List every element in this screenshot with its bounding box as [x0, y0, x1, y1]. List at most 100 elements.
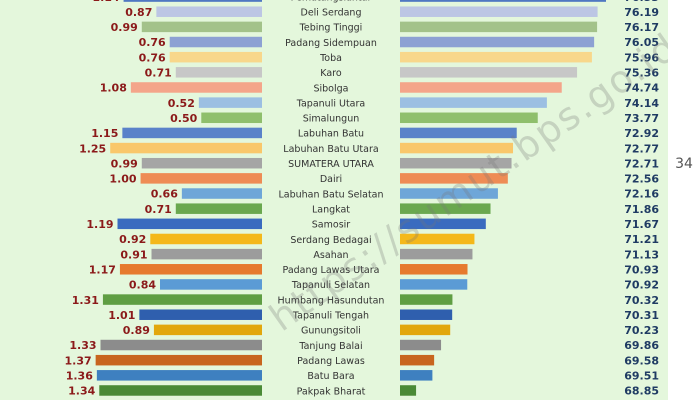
right-bar: [400, 233, 475, 245]
right-value-label: 70.32: [624, 294, 659, 307]
right-bar: [400, 0, 606, 2]
right-value-label: 72.77: [624, 142, 659, 155]
category-label: Padang Lawas Utara: [283, 265, 380, 276]
left-value-label: 0.76: [139, 36, 166, 49]
right-bar: [400, 127, 517, 139]
left-bar: [99, 385, 263, 396]
right-value-label: 72.71: [624, 157, 659, 170]
right-value-label: 71.13: [624, 248, 659, 261]
chart-panel: 1.14 Pematangsiantar 76.53 0.87 Deli Serdang…: [0, 0, 668, 400]
right-bar: [400, 82, 562, 93]
left-value-label: 0.76: [139, 51, 166, 64]
left-value-label: 0.99: [111, 157, 138, 170]
left-value-label: 0.99: [111, 21, 138, 34]
left-value-label: 0.71: [145, 67, 172, 80]
left-bar: [169, 51, 262, 63]
category-label: Labuhan Batu: [298, 129, 364, 140]
category-label: Tanjung Balai: [298, 341, 362, 352]
category-label: Serdang Bedagai: [290, 235, 371, 246]
left-bar: [110, 142, 262, 154]
left-value-label: 0.66: [151, 188, 178, 201]
right-value-label: 70.31: [624, 309, 659, 322]
left-value-label: 0.50: [170, 112, 197, 125]
right-bar: [400, 309, 453, 320]
right-bar: [400, 218, 486, 230]
right-bar: [400, 248, 473, 260]
left-bar: [117, 218, 262, 230]
right-bar: [400, 36, 595, 48]
right-value-label: 72.56: [624, 173, 659, 186]
right-bar: [400, 279, 468, 290]
category-label: Simalungun: [303, 114, 360, 125]
category-label: Karo: [320, 68, 342, 79]
right-value-label: 76.17: [624, 21, 659, 34]
category-label: Batu Bara: [307, 371, 354, 382]
category-label: Pematangsiantar: [291, 0, 372, 3]
left-bar: [140, 173, 262, 184]
right-value-label: 70.93: [624, 263, 659, 276]
left-value-label: 0.84: [129, 279, 156, 292]
left-value-label: 0.87: [125, 6, 152, 19]
right-value-label: 70.23: [624, 324, 659, 337]
right-value-label: 68.85: [624, 385, 659, 398]
left-bar: [150, 233, 262, 245]
right-bar: [400, 203, 491, 214]
left-value-label: 1.08: [100, 82, 127, 95]
left-value-label: 1.36: [66, 370, 93, 383]
right-bar: [400, 370, 433, 381]
right-value-label: 69.86: [624, 339, 659, 352]
left-bar: [153, 324, 262, 336]
left-bar: [96, 370, 262, 381]
left-value-label: 1.01: [108, 309, 135, 322]
right-bar: [400, 264, 468, 275]
left-value-label: 1.19: [86, 218, 113, 231]
category-label: Tebing Tinggi: [299, 23, 363, 34]
left-bar: [130, 82, 262, 93]
category-label: Padang Sidempuan: [285, 38, 377, 49]
right-value-label: 76.53: [624, 0, 659, 4]
left-bar: [175, 67, 262, 78]
left-bar: [139, 309, 262, 320]
category-label: Padang Lawas: [297, 356, 365, 367]
right-value-label: 71.86: [624, 203, 659, 216]
left-bar: [122, 127, 262, 139]
right-value-label: 75.36: [624, 67, 659, 80]
category-label: Deli Serdang: [301, 8, 362, 19]
category-label: Toba: [319, 53, 342, 64]
right-bar: [400, 21, 598, 33]
right-value-label: 73.77: [624, 112, 659, 125]
left-bar: [201, 112, 262, 124]
right-value-label: 71.67: [624, 218, 659, 231]
left-value-label: 1.33: [69, 339, 96, 352]
category-label: Gunungsitoli: [301, 326, 361, 337]
right-bar: [400, 97, 547, 108]
right-value-label: 74.14: [624, 97, 659, 110]
category-label: Sibolga: [313, 83, 348, 94]
right-value-label: 74.74: [624, 82, 659, 95]
category-label: Pakpak Bharat: [297, 386, 366, 397]
left-bar: [123, 0, 262, 2]
right-value-label: 72.92: [624, 127, 659, 140]
left-bar: [151, 248, 262, 260]
left-bar: [95, 354, 263, 366]
left-value-label: 0.92: [119, 233, 146, 246]
right-value-label: 75.96: [624, 51, 659, 64]
category-label: Humbang Hasundutan: [278, 295, 385, 306]
left-bar: [169, 36, 262, 48]
chart-svg: 1.14 Pematangsiantar 76.53 0.87 Deli Serdang…: [65, 0, 659, 398]
left-bar: [181, 188, 262, 199]
category-label: Langkat: [312, 204, 350, 215]
left-bar: [119, 264, 262, 275]
left-bar: [102, 294, 262, 305]
left-value-label: 1.37: [65, 354, 92, 367]
right-value-label: 69.58: [624, 354, 659, 367]
left-bar: [141, 21, 262, 33]
right-value-label: 70.92: [624, 279, 659, 292]
left-bar: [156, 6, 262, 17]
left-value-label: 1.14: [92, 0, 119, 4]
left-bar: [160, 279, 262, 290]
category-label: Tapanuli Utara: [296, 98, 365, 109]
right-bar: [400, 324, 451, 336]
left-value-label: 1.31: [72, 294, 99, 307]
